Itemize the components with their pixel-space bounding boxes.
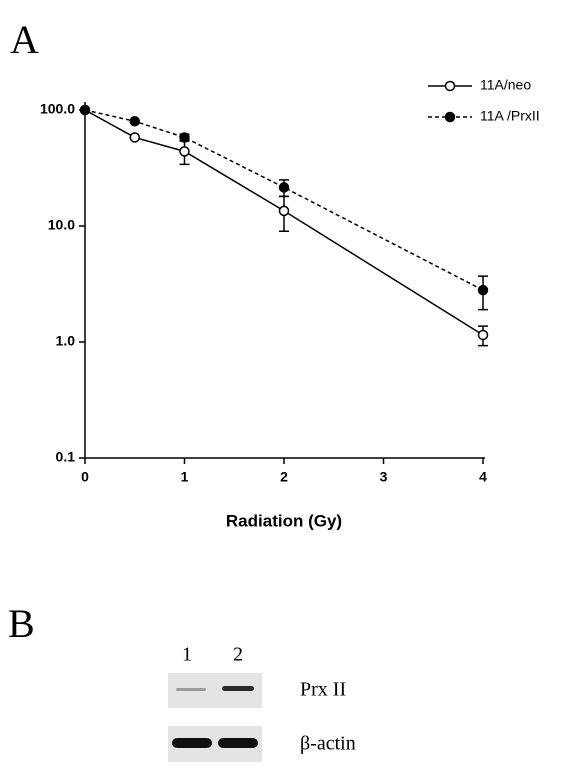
x-tick-label: 3	[380, 469, 388, 485]
band	[172, 738, 212, 748]
point	[129, 132, 140, 143]
panel-label: B	[8, 601, 35, 646]
blot: 1 2 Prx II β-actin	[168, 644, 356, 762]
x-tick-label: 2	[280, 469, 288, 485]
x-tick-label: 1	[181, 469, 189, 485]
y-tick-label: 100.0	[40, 101, 75, 117]
x-axis-title: Radiation (Gy)	[226, 511, 342, 530]
y-tick-label: 1.0	[56, 333, 76, 349]
y-tick-label: 0.1	[56, 449, 76, 465]
lane-label: 2	[233, 644, 243, 666]
band	[222, 686, 254, 691]
legend-marker	[444, 111, 456, 123]
point	[129, 115, 140, 127]
row-label: β-actin	[300, 733, 356, 755]
point	[79, 104, 91, 116]
x-tick-label: 4	[479, 469, 487, 485]
lane-label: 1	[182, 644, 192, 666]
panel-label: A	[10, 17, 39, 62]
y-tick-label: 10.0	[48, 217, 75, 233]
legend-label: 11A /PrxII	[480, 108, 540, 124]
point	[477, 284, 489, 296]
row-label: Prx II	[300, 679, 346, 701]
series-line	[84, 109, 484, 291]
point	[179, 132, 190, 143]
point	[179, 146, 190, 157]
legend-marker	[444, 80, 456, 92]
band	[176, 688, 206, 691]
band	[218, 738, 258, 748]
legend-label: 11A/neo	[480, 77, 531, 93]
point	[278, 205, 290, 217]
point	[477, 329, 489, 341]
x-tick-label: 0	[81, 469, 89, 485]
point	[278, 182, 290, 193]
